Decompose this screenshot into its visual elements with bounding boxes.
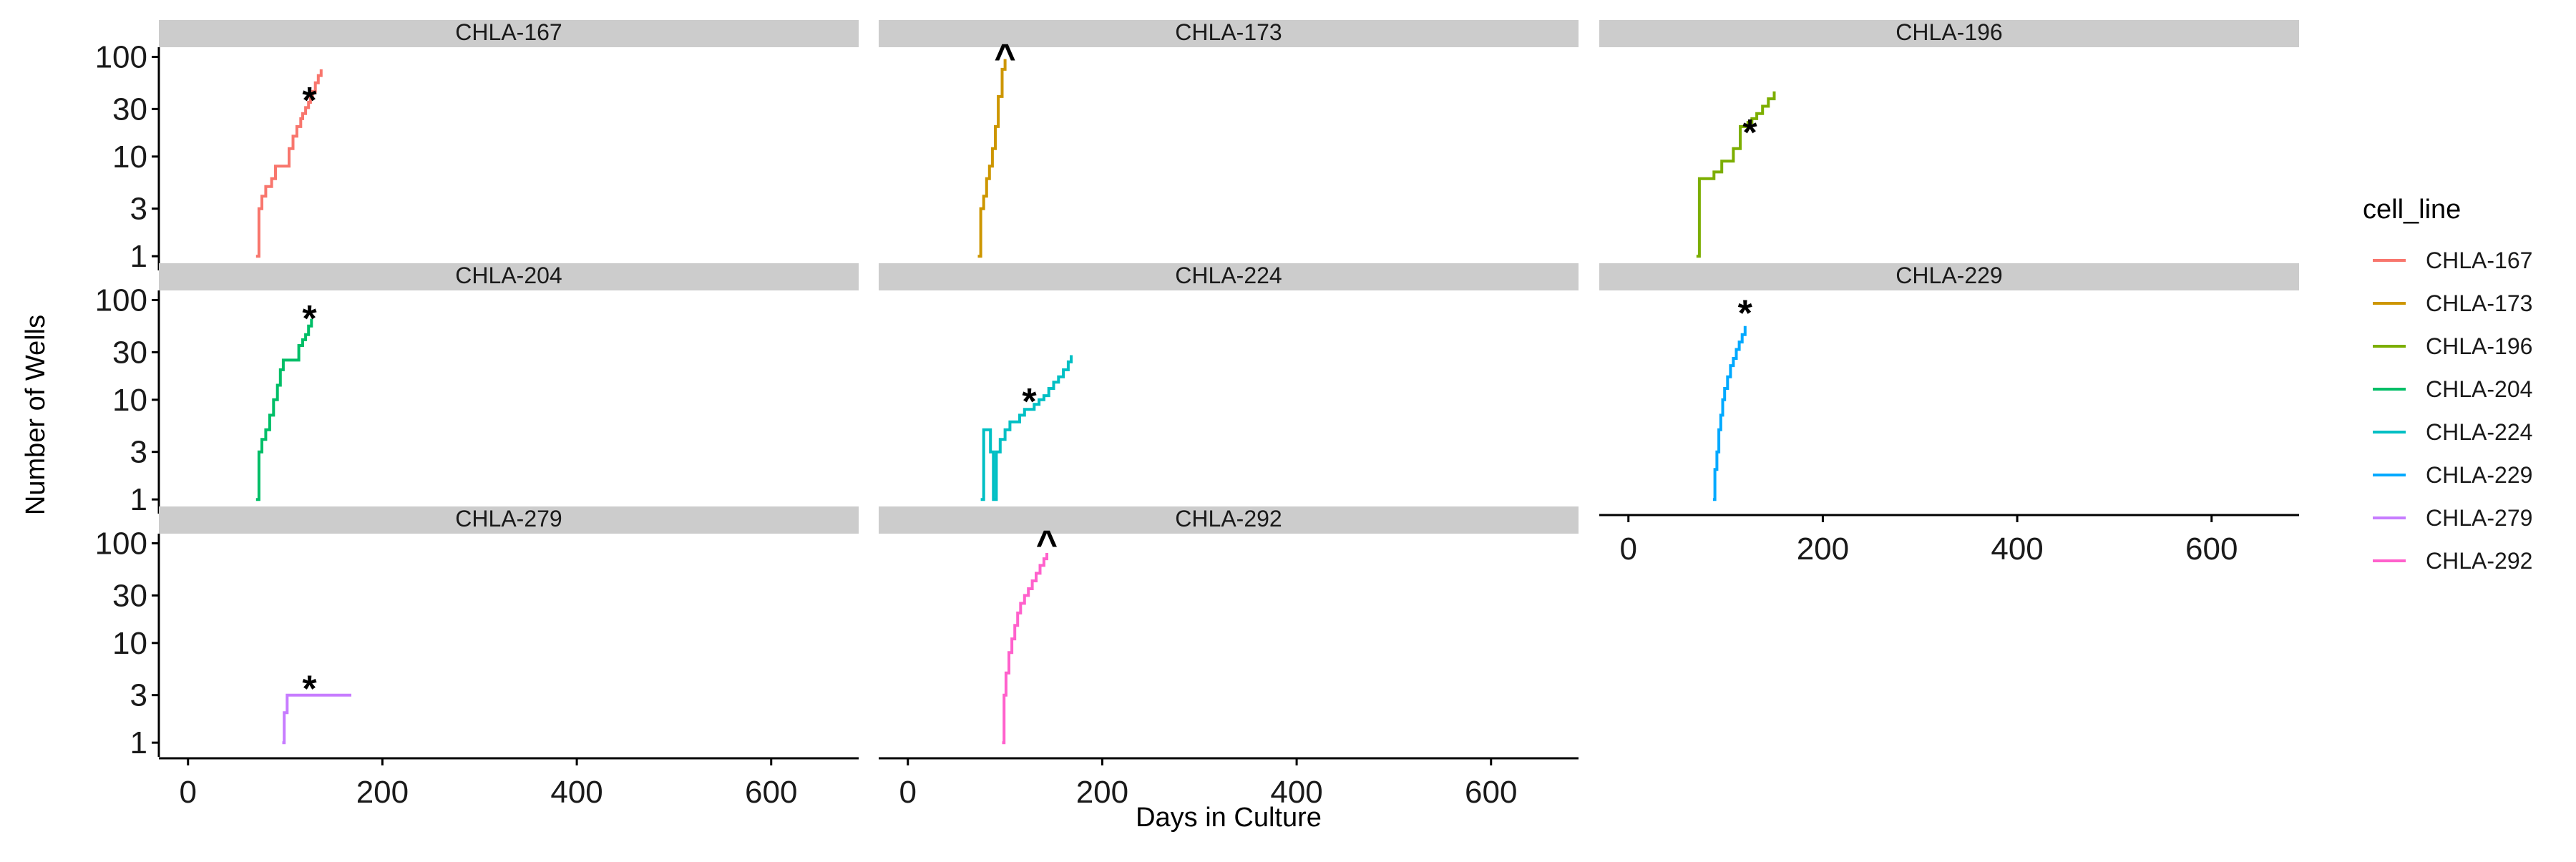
panel-chla-229: CHLA-229 0 200 400 600 * [1599,263,2299,567]
y-tick-label: 30 [112,578,147,613]
x-axis-title: Days in Culture [1136,803,1322,833]
y-tick-label: 100 [95,40,147,75]
legend: cell_line CHLA-167 CHLA-173 CHLA-196 CHLA-2… [2363,195,2532,574]
end-marker: * [302,668,317,710]
x-tick-label: 0 [1620,532,1637,567]
series-line-chla-167 [255,69,323,258]
x-tick-label: 0 [899,775,917,810]
panel-chla-173: CHLA-173 ^ [879,19,1579,258]
y-tick-label: 3 [130,192,147,227]
x-tick-label: 600 [1465,775,1517,810]
strip-background [159,263,859,290]
legend-item-chla-224: CHLA-224 [2373,419,2532,445]
strip-label: CHLA-279 [455,506,562,532]
end-marker: * [302,80,317,122]
panel-chla-204: CHLA-204 1 3 10 30 100 * [95,263,859,517]
x-tick-label: 200 [356,775,409,810]
y-tick-label: 10 [112,139,147,175]
strip-label: CHLA-229 [1896,263,2002,288]
panels-layer: CHLA-167131030100*CHLA-173^CHLA-196*CHLA… [95,19,2299,810]
x-tick-label: 200 [1797,532,1849,567]
y-tick-label: 10 [112,626,147,661]
legend-item-chla-204: CHLA-204 [2373,376,2532,402]
y-tick-label: 30 [112,92,147,127]
legend-label: CHLA-279 [2426,505,2532,531]
y-tick-label: 1 [130,239,147,274]
strip-background [159,20,859,47]
legend-label: CHLA-196 [2426,333,2532,359]
y-axis-title: Number of Wells [21,315,51,515]
end-marker: ^ [994,37,1015,79]
y-tick-label: 30 [112,335,147,370]
y-tick-label: 3 [130,678,147,713]
strip-label: CHLA-173 [1175,19,1282,45]
legend-label: CHLA-224 [2426,419,2532,445]
legend-label: CHLA-204 [2426,376,2532,402]
strip-background [1599,263,2299,290]
y-tick-label: 100 [95,526,147,562]
strip-label: CHLA-292 [1175,506,1282,532]
series-line-chla-224 [980,355,1073,501]
legend-label: CHLA-229 [2426,462,2532,488]
legend-item-chla-167: CHLA-167 [2373,248,2532,273]
legend-label: CHLA-173 [2426,290,2532,316]
y-tick-label: 10 [112,383,147,418]
end-marker: * [1022,381,1037,423]
x-tick-label: 600 [2185,532,2238,567]
legend-label: CHLA-292 [2426,548,2532,574]
legend-label: CHLA-167 [2426,248,2532,273]
legend-title: cell_line [2363,195,2461,225]
x-tick-label: 200 [1076,775,1128,810]
end-marker: * [302,298,317,340]
strip-label: CHLA-224 [1175,263,1282,288]
strip-label: CHLA-167 [455,19,562,45]
series-line-chla-204 [255,318,313,501]
y-tick-label: 1 [130,482,147,517]
x-tick-label: 400 [1270,775,1322,810]
x-tick-label: 400 [550,775,602,810]
legend-item-chla-173: CHLA-173 [2373,290,2532,316]
series-line-chla-292 [1002,553,1048,745]
strip-label: CHLA-196 [1896,19,2002,45]
strip-background [159,506,859,534]
x-tick-label: 600 [745,775,797,810]
panel-chla-196: CHLA-196 * [1599,19,2299,258]
series-line-chla-196 [1696,91,1776,258]
x-tick-label: 0 [180,775,197,810]
y-tick-label: 3 [130,435,147,470]
y-tick-label: 1 [130,725,147,760]
strip-label: CHLA-204 [455,263,562,288]
series-line-chla-229 [1712,325,1747,501]
panel-chla-167: CHLA-167 1 3 10 30 100 * [95,19,859,274]
end-marker: * [1738,293,1753,334]
legend-item-chla-279: CHLA-279 [2373,505,2532,531]
strip-background [879,506,1579,534]
legend-item-chla-292: CHLA-292 [2373,548,2532,574]
panel-chla-224: CHLA-224 * [879,263,1579,501]
end-marker: * [1742,112,1757,154]
y-tick-label: 100 [95,283,147,318]
legend-item-chla-196: CHLA-196 [2373,333,2532,359]
legend-item-chla-229: CHLA-229 [2373,462,2532,488]
strip-background [879,20,1579,47]
series-line-chla-279 [282,693,351,745]
x-tick-label: 400 [1991,532,2043,567]
panel-chla-292: CHLA-292 0 200 400 600 ^ [879,506,1579,810]
series-line-chla-173 [977,59,1007,258]
strip-background [1599,20,2299,47]
strip-background [879,263,1579,290]
panel-chla-279: CHLA-279 1 3 10 30 100 0 200 400 600 * [95,506,859,810]
end-marker: ^ [1036,524,1058,565]
